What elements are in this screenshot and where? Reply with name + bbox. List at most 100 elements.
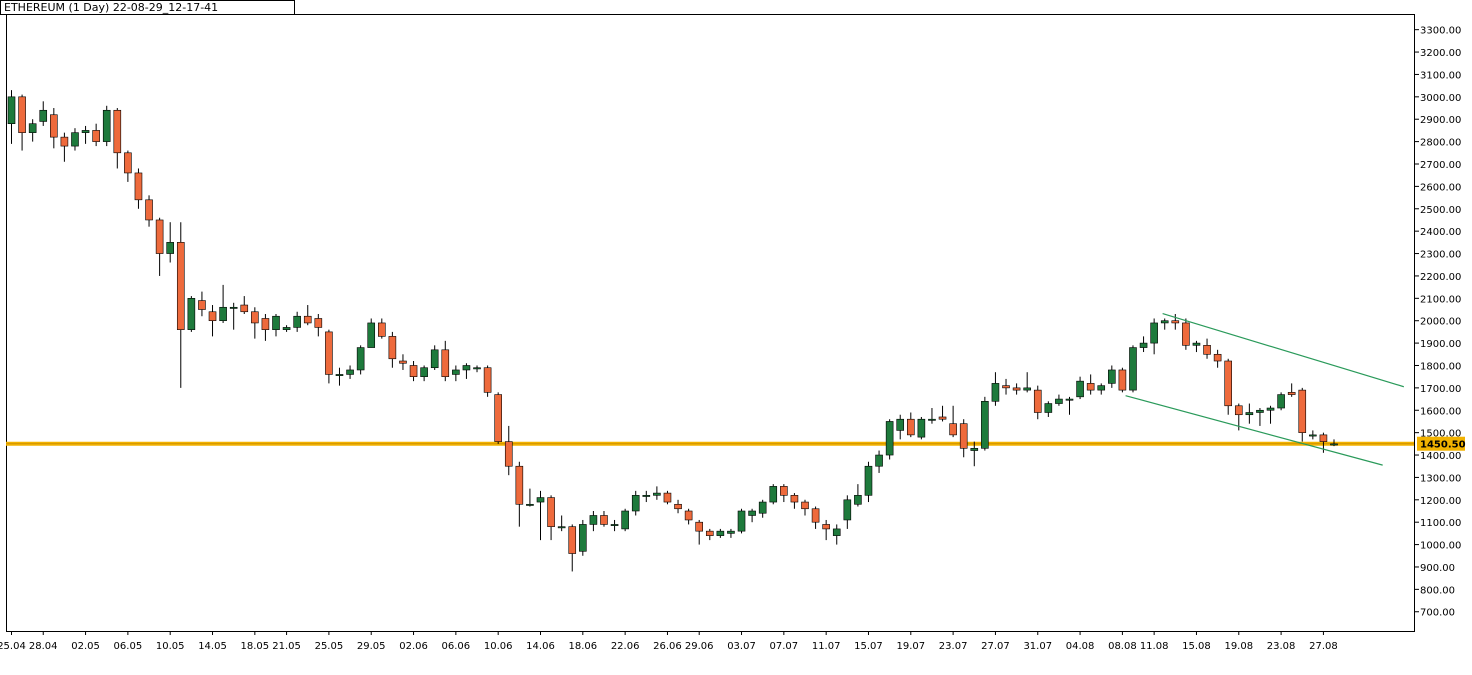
candle xyxy=(1245,403,1254,424)
candle xyxy=(1033,385,1042,420)
price-tag-label: 1450.50 xyxy=(1420,440,1466,451)
candle-body xyxy=(483,367,492,393)
candle xyxy=(705,528,714,541)
x-tick-label: 23.08 xyxy=(1267,641,1296,652)
candle-body xyxy=(1139,342,1148,348)
candle xyxy=(1171,313,1180,330)
x-tick-label: 04.08 xyxy=(1066,641,1095,652)
candle-body xyxy=(959,423,968,449)
candle-body xyxy=(293,315,301,328)
y-tick-label: 2100.00 xyxy=(1420,294,1461,305)
candle xyxy=(684,508,693,525)
candle xyxy=(906,412,915,438)
candle xyxy=(452,365,460,382)
y-tick-label: 1800.00 xyxy=(1420,361,1461,372)
candle-body xyxy=(843,499,852,521)
candle xyxy=(462,363,471,379)
candle-body xyxy=(314,318,323,328)
candle xyxy=(970,441,979,467)
y-tick-label: 1100.00 xyxy=(1420,518,1461,529)
candle-body xyxy=(801,501,809,510)
y-tick-label: 3100.00 xyxy=(1420,70,1461,81)
candle-body xyxy=(1298,389,1307,433)
candle-body xyxy=(949,423,957,436)
candle xyxy=(515,461,524,527)
candle-body xyxy=(1118,369,1127,391)
x-tick-label: 10.06 xyxy=(484,641,513,652)
y-axis: 700.00 800.00 900.00 1000.00 1100.00 1200.00 1… xyxy=(1414,26,1461,619)
candle xyxy=(325,329,333,384)
candle xyxy=(1139,336,1148,353)
x-tick-label: 11.07 xyxy=(812,641,841,652)
y-tick-label: 1000.00 xyxy=(1420,541,1461,552)
candle xyxy=(1203,338,1211,359)
candle-body xyxy=(1023,387,1031,391)
candle-body xyxy=(7,96,16,124)
candle-body xyxy=(356,347,365,371)
candle-body xyxy=(1002,385,1010,389)
candle-body xyxy=(420,367,428,377)
candle-body xyxy=(335,374,344,376)
candle-body xyxy=(854,495,862,505)
candle xyxy=(1002,378,1010,395)
candle xyxy=(187,296,196,332)
candle-body xyxy=(155,219,164,254)
candle xyxy=(1160,318,1169,330)
candle-body xyxy=(452,369,460,375)
x-tick-label: 14.06 xyxy=(526,641,555,652)
candle xyxy=(981,396,989,451)
candle-body xyxy=(1319,434,1328,442)
candle-body xyxy=(1203,345,1211,355)
y-tick-label: 1200.00 xyxy=(1420,496,1461,507)
candle-body xyxy=(494,394,502,442)
candle-body xyxy=(526,503,534,506)
candle xyxy=(50,108,58,149)
candle-body xyxy=(166,242,174,254)
x-tick-label: 25.04 xyxy=(0,641,26,652)
candle xyxy=(166,222,174,263)
candle xyxy=(1150,318,1158,355)
channel-line xyxy=(1125,395,1383,466)
candle xyxy=(7,90,16,144)
x-tick-label: 15.08 xyxy=(1182,641,1211,652)
candle-body xyxy=(1097,385,1106,391)
candle xyxy=(885,419,894,460)
candle-body xyxy=(251,311,259,324)
candle xyxy=(208,305,217,337)
candle-body xyxy=(917,418,926,438)
candle xyxy=(959,419,968,458)
candle xyxy=(1330,439,1338,447)
candle xyxy=(293,311,301,332)
candle-body xyxy=(1065,398,1074,401)
candle xyxy=(621,508,629,532)
y-tick-label: 3200.00 xyxy=(1420,48,1461,59)
x-tick-label: 28.04 xyxy=(29,641,58,652)
candle xyxy=(1182,318,1190,350)
candle xyxy=(589,511,598,532)
candle xyxy=(483,365,492,397)
candle-body xyxy=(430,349,439,369)
candle-body xyxy=(39,109,48,122)
candle-body xyxy=(1150,322,1158,344)
candle xyxy=(663,490,672,505)
y-tick-label: 900.00 xyxy=(1420,563,1455,574)
candle-body xyxy=(409,365,418,377)
candle-body xyxy=(1224,360,1232,407)
candle-body xyxy=(832,528,841,536)
candle xyxy=(28,119,37,142)
candle-body xyxy=(600,515,608,525)
x-tick-label: 19.07 xyxy=(896,641,925,652)
y-tick-label: 2700.00 xyxy=(1420,160,1461,171)
candle xyxy=(60,132,69,162)
candle xyxy=(727,528,735,538)
y-tick-label: 2300.00 xyxy=(1420,250,1461,261)
candle-body xyxy=(1160,320,1169,324)
candle xyxy=(854,484,862,507)
candle xyxy=(388,331,397,368)
candle-body xyxy=(822,524,830,530)
price-tag-box xyxy=(1417,436,1465,451)
y-tick-label: 2200.00 xyxy=(1420,272,1461,283)
candle-body xyxy=(346,369,354,375)
candle-body xyxy=(1309,434,1317,437)
candle xyxy=(219,284,227,323)
